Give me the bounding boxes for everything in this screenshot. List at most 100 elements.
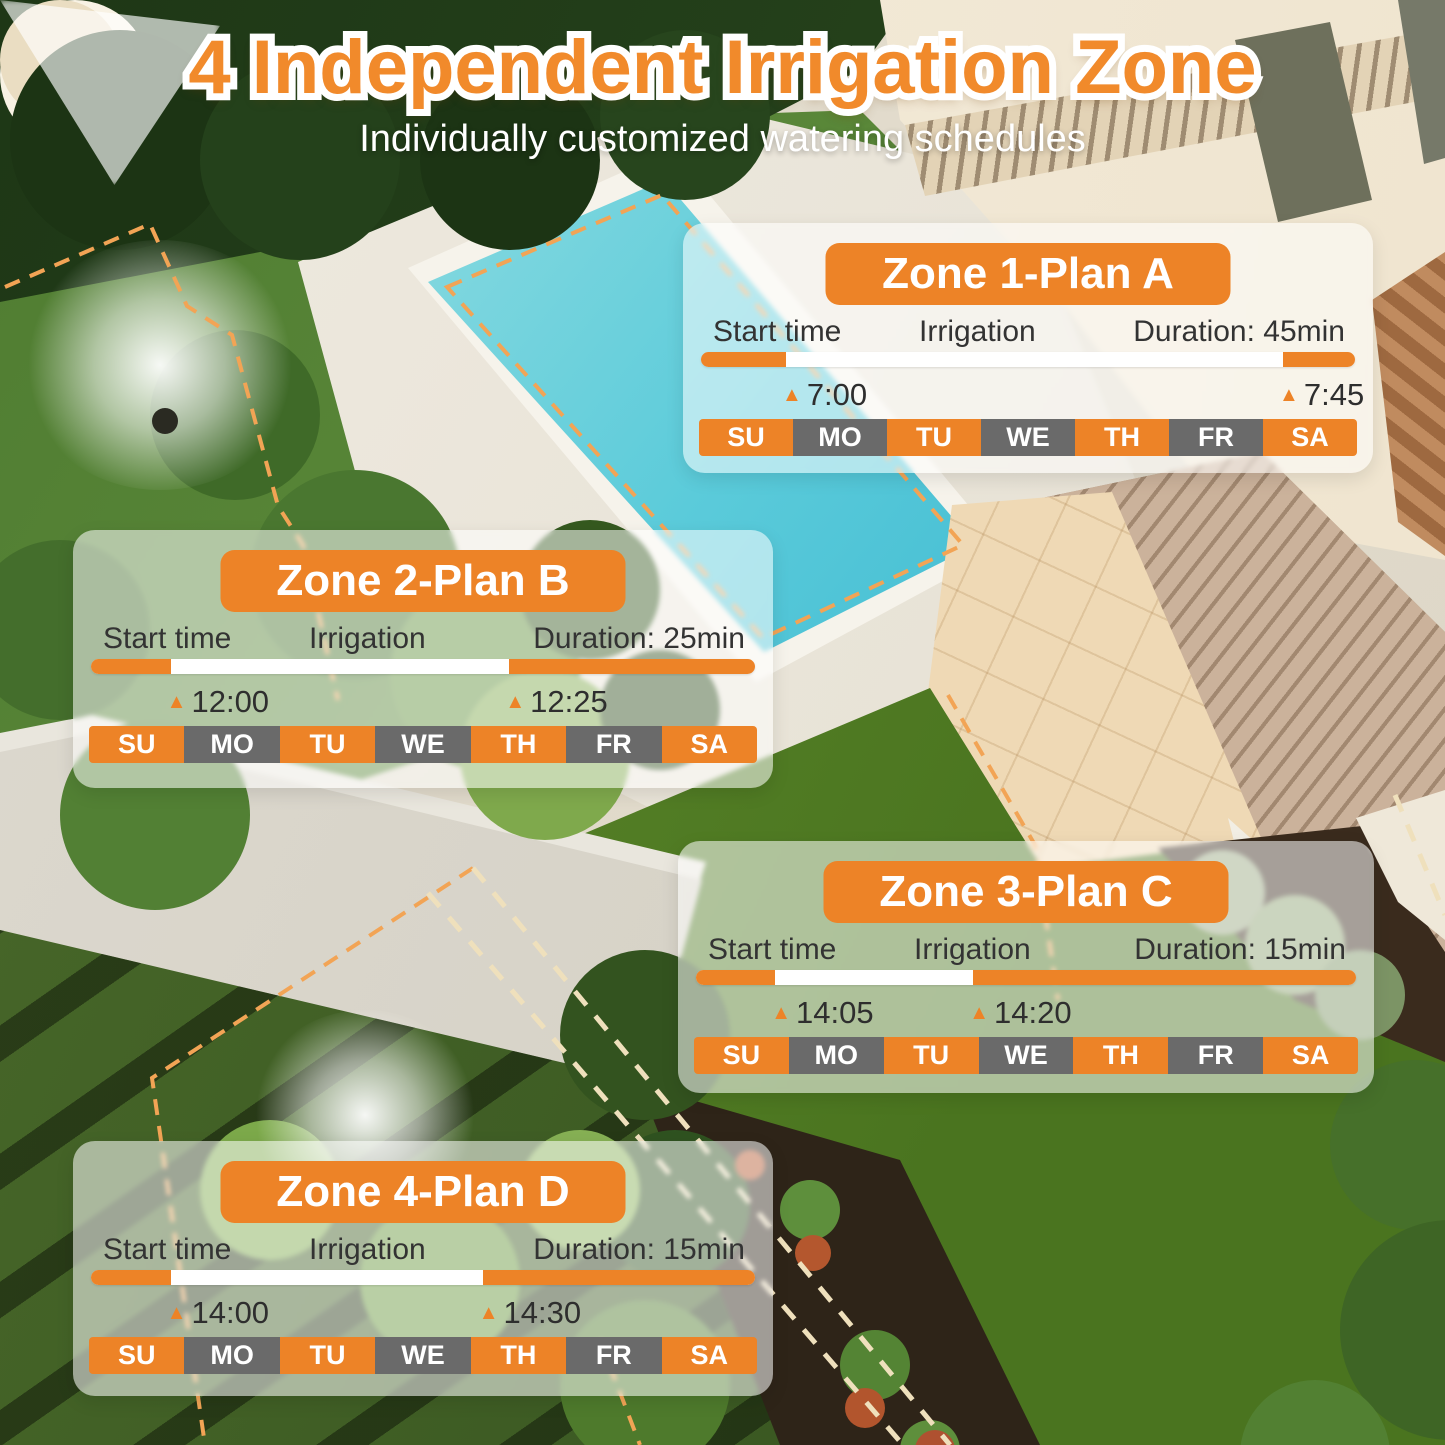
irrigation-timeline-bar: [91, 1270, 755, 1285]
timeline-end-segment: [482, 1270, 755, 1285]
time-markers: ▲ 7:00 ▲ 7:45: [701, 377, 1364, 417]
start-time-marker: ▲ 7:00: [782, 377, 867, 413]
day-chip-th: TH: [470, 1337, 567, 1374]
day-chip-we: WE: [375, 1337, 471, 1374]
zone-1-title-pill: Zone 1-Plan A: [825, 243, 1231, 305]
day-chip-su: SU: [699, 419, 793, 456]
timeline-end-segment: [973, 970, 1356, 985]
labels-row: Start time Irrigation Duration: 45min: [713, 315, 1345, 351]
page-title: 4 Independent Irrigation Zone 4 Independ…: [0, 18, 1445, 117]
zone-1-schedule-card: Zone 1-Plan A Start time Irrigation Dura…: [683, 223, 1373, 473]
triangle-up-icon: ▲: [782, 384, 802, 406]
start-time-marker: ▲ 14:05: [771, 995, 873, 1031]
triangle-up-icon: ▲: [1279, 384, 1299, 406]
tree: [600, 30, 770, 200]
duration-label: Duration: 15min: [1134, 933, 1346, 966]
triangle-up-icon: ▲: [166, 691, 187, 713]
irrigation-label: Irrigation: [919, 315, 1036, 348]
triangle-up-icon: ▲: [166, 1302, 187, 1324]
start-time-label: Start time: [103, 1233, 232, 1266]
day-chip-mo: MO: [788, 1037, 884, 1074]
day-chip-fr: FR: [1168, 1037, 1264, 1074]
day-chip-su: SU: [694, 1037, 789, 1074]
sprinkler-mist: [20, 240, 300, 490]
timeline-start-segment: [91, 659, 171, 674]
labels-row: Start time Irrigation Duration: 25min: [103, 622, 745, 658]
day-chip-sa: SA: [661, 726, 757, 763]
zone-2-title-pill: Zone 2-Plan B: [220, 550, 626, 612]
time-markers: ▲ 12:00 ▲ 12:25: [91, 684, 755, 724]
irrigation-timeline-bar: [696, 970, 1356, 985]
day-chip-tu: TU: [887, 419, 981, 456]
end-time-value: 14:30: [503, 1295, 582, 1330]
day-chip-fr: FR: [566, 1337, 662, 1374]
day-chip-mo: MO: [793, 419, 887, 456]
irrigation-label: Irrigation: [914, 933, 1031, 966]
duration-label: Duration: 25min: [533, 622, 745, 655]
terracotta-pot: [795, 1235, 831, 1271]
terracotta-pot: [845, 1388, 885, 1428]
time-markers: ▲ 14:05 ▲ 14:20: [696, 995, 1356, 1035]
day-chip-fr: FR: [566, 726, 662, 763]
time-markers: ▲ 14:00 ▲ 14:30: [91, 1295, 755, 1335]
day-chip-we: WE: [375, 726, 471, 763]
weekday-selector: SU MO TU WE TH FR SA: [694, 1037, 1358, 1074]
day-chip-mo: MO: [184, 1337, 280, 1374]
start-time-value: 14:00: [191, 1295, 270, 1330]
duration-label: Duration: 15min: [533, 1233, 745, 1266]
labels-row: Start time Irrigation Duration: 15min: [708, 933, 1346, 969]
day-chip-su: SU: [89, 1337, 185, 1374]
plant: [840, 1330, 910, 1400]
day-chip-we: WE: [978, 1037, 1074, 1074]
end-time-value: 12:25: [530, 684, 608, 719]
header: 4 Independent Irrigation Zone 4 Independ…: [0, 18, 1445, 161]
day-chip-th: TH: [1073, 1037, 1169, 1074]
triangle-up-icon: ▲: [969, 1002, 989, 1024]
triangle-up-icon: ▲: [771, 1002, 791, 1024]
start-time-value: 14:05: [795, 995, 874, 1030]
irrigation-label: Irrigation: [309, 622, 426, 655]
day-chip-th: TH: [470, 726, 567, 763]
timeline-start-segment: [701, 352, 787, 367]
weekday-selector: SU MO TU WE TH FR SA: [89, 1337, 757, 1374]
irrigation-timeline-bar: [701, 352, 1355, 367]
timeline-track: [701, 352, 1355, 367]
sprinkler-head: [152, 408, 178, 434]
day-chip-tu: TU: [279, 1337, 376, 1374]
labels-row: Start time Irrigation Duration: 15min: [103, 1233, 745, 1269]
start-time-value: 7:00: [806, 377, 868, 412]
start-time-label: Start time: [103, 622, 232, 655]
page-subtitle: Individually customized watering schedul…: [359, 118, 1086, 160]
zone-title: Zone 3-Plan C: [879, 867, 1173, 916]
day-chip-sa: SA: [1263, 1037, 1358, 1074]
end-time-value: 7:45: [1303, 377, 1365, 412]
timeline-end-segment: [509, 659, 755, 674]
day-chip-mo: MO: [184, 726, 280, 763]
irrigation-label: Irrigation: [309, 1233, 426, 1266]
zone-title: Zone 4-Plan D: [276, 1167, 570, 1216]
day-chip-sa: SA: [1263, 419, 1357, 456]
zone-3-schedule-card: Zone 3-Plan C Start time Irrigation Dura…: [678, 841, 1374, 1093]
triangle-up-icon: ▲: [478, 1302, 499, 1324]
weekday-selector: SU MO TU WE TH FR SA: [699, 419, 1357, 456]
timeline-end-segment: [1283, 352, 1355, 367]
page-title-outline: 4 Independent Irrigation Zone: [181, 18, 1263, 117]
zone-title: Zone 2-Plan B: [276, 556, 570, 605]
end-time-marker: ▲ 14:20: [969, 995, 1071, 1031]
end-time-marker: ▲ 14:30: [479, 1295, 581, 1331]
timeline-start-segment: [91, 1270, 171, 1285]
day-chip-fr: FR: [1169, 419, 1263, 456]
zone-2-schedule-card: Zone 2-Plan B Start time Irrigation Dura…: [73, 530, 773, 788]
day-chip-th: TH: [1075, 419, 1169, 456]
day-chip-su: SU: [89, 726, 185, 763]
start-time-value: 12:00: [191, 684, 270, 719]
zone-4-schedule-card: Zone 4-Plan D Start time Irrigation Dura…: [73, 1141, 773, 1396]
end-time-marker: ▲ 12:25: [505, 684, 607, 720]
page-title-text: 4 Independent Irrigation Zone: [188, 25, 1257, 110]
irrigation-timeline-bar: [91, 659, 755, 674]
day-chip-tu: TU: [883, 1037, 979, 1074]
weekday-selector: SU MO TU WE TH FR SA: [89, 726, 757, 763]
start-time-marker: ▲ 14:00: [167, 1295, 269, 1331]
plant: [780, 1180, 840, 1240]
